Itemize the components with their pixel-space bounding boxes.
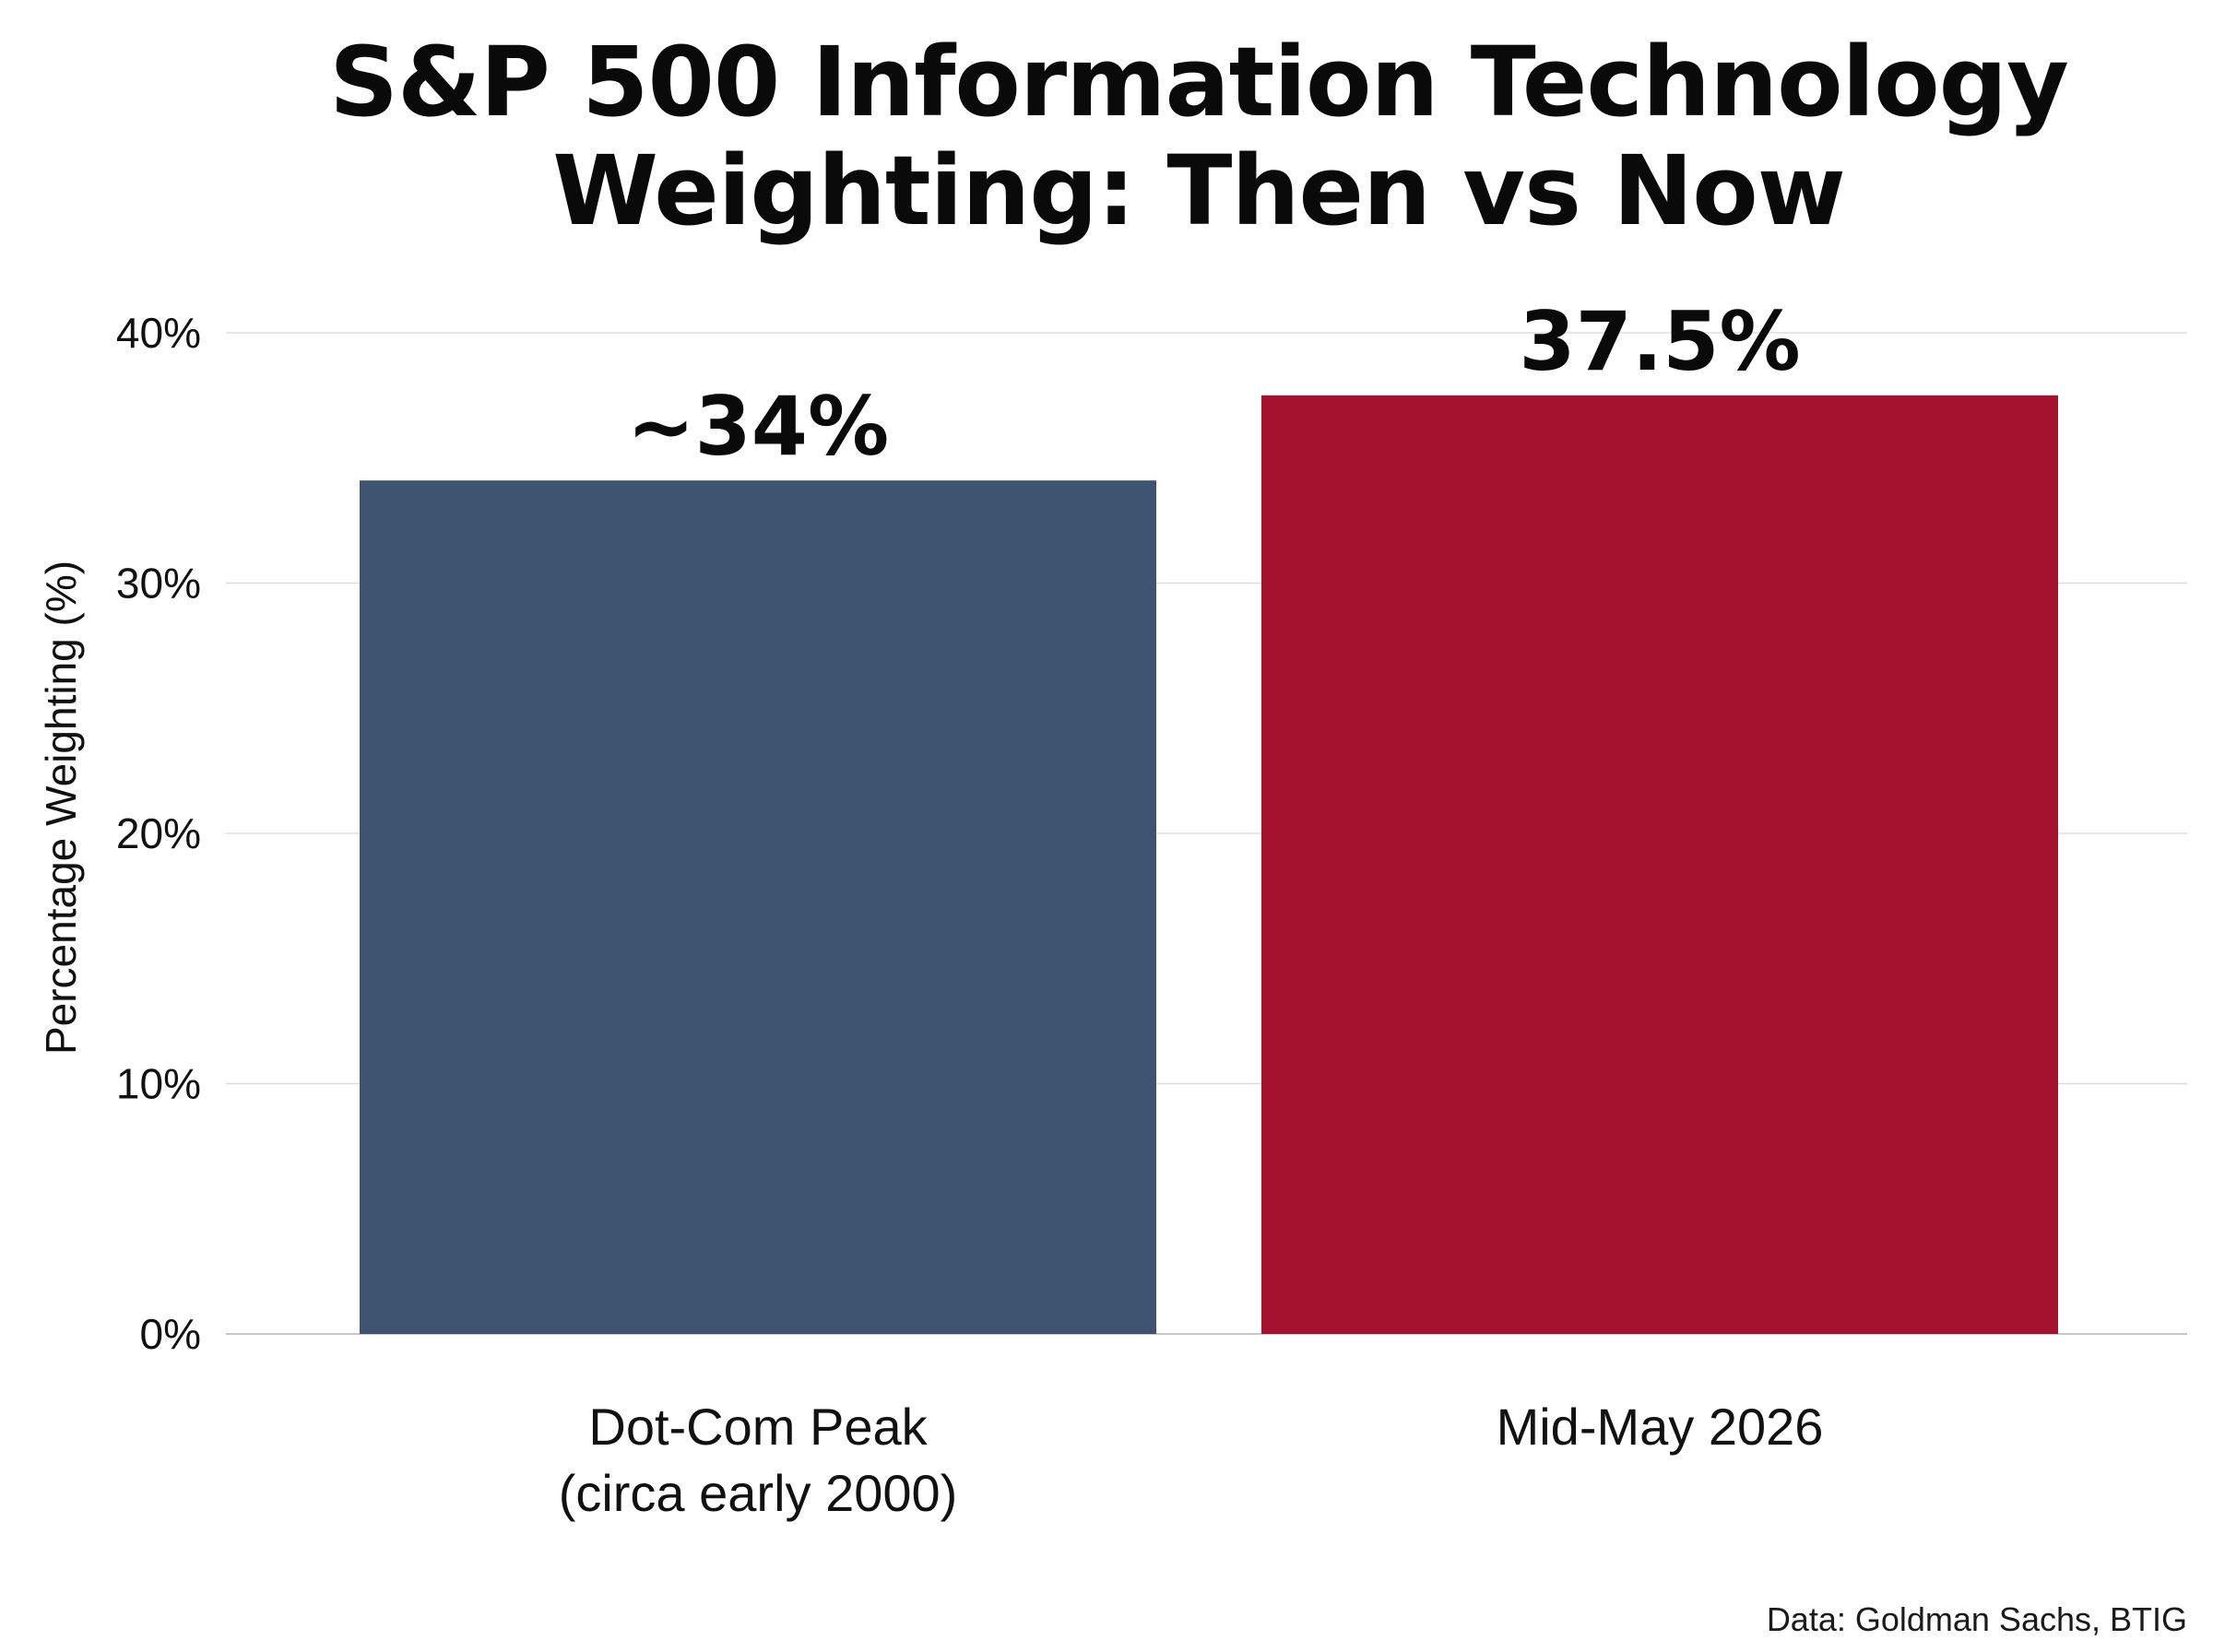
y-axis-tick-labels: 0% 10% 20% 30% 40% [116,309,201,1358]
data-label: 37.5% [1519,294,1800,389]
bar [1261,395,2058,1334]
chart-title-line-1: S&P 500 Information Technology [329,26,2069,138]
y-tick-label: 20% [116,809,201,857]
bars [360,395,2058,1334]
source-note: Data: Goldman Sachs, BTIG [1766,1600,2187,1638]
y-tick-label: 30% [116,560,201,608]
data-labels: ~34% 37.5% [627,294,1801,474]
bar [360,480,1156,1334]
y-tick-label: 40% [116,309,201,357]
y-tick-label: 0% [140,1310,201,1358]
chart-title-line-2: Weighting: Then vs Now [552,135,1846,247]
x-tick-label: Dot-Com Peak [588,1398,928,1456]
x-tick-label: Mid-May 2026 [1497,1398,1824,1456]
x-tick-label: (circa early 2000) [559,1464,958,1522]
data-label: ~34% [627,379,889,474]
x-axis-tick-labels: Dot-Com Peak (circa early 2000) Mid-May 20… [559,1398,1824,1522]
chart-title: S&P 500 Information Technology Weighting… [0,28,2213,245]
y-axis-label: Percentage Weighting (%) [37,560,85,1055]
y-tick-label: 10% [116,1060,201,1108]
